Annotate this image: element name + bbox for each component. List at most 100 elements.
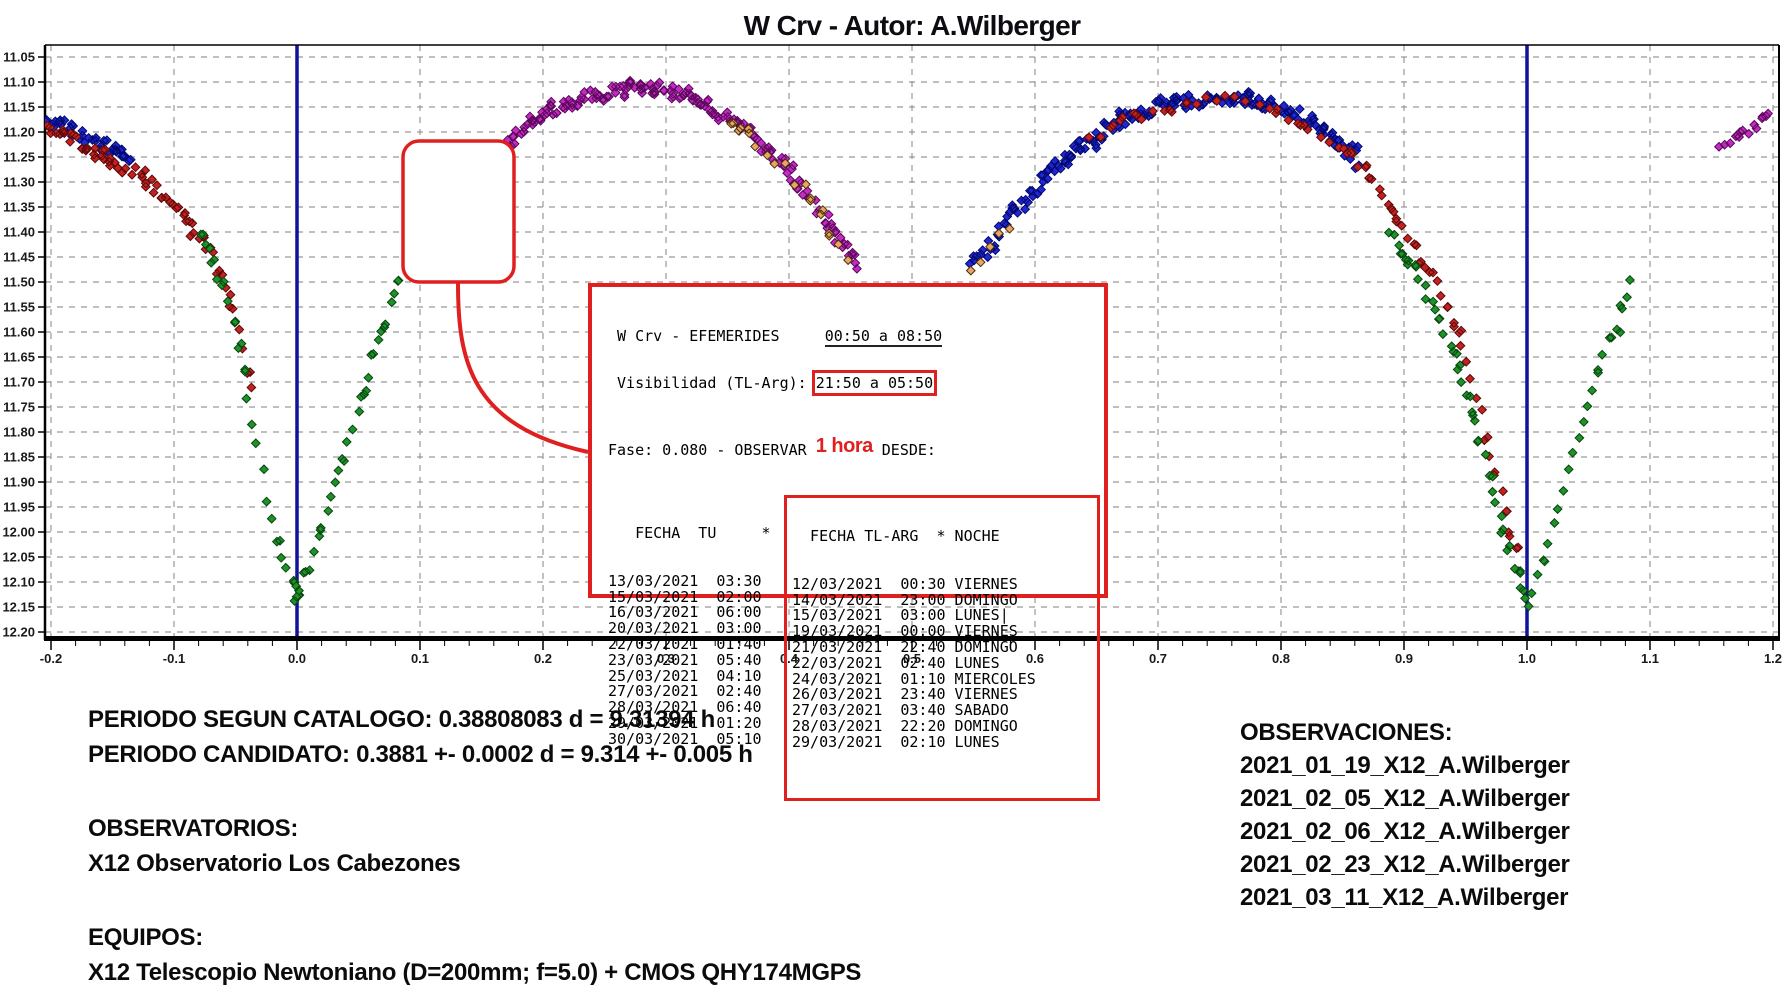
observacion-item: 2021_02_05_X12_A.Wilberger <box>1240 785 1570 812</box>
ephemeris-row-tu: 15/03/2021 02:00 <box>608 587 762 606</box>
svg-text:0.6: 0.6 <box>1026 651 1044 666</box>
ephemeris-row-tu: 20/03/2021 03:00 <box>608 619 762 638</box>
svg-text:11.40: 11.40 <box>3 225 35 240</box>
ephemerides-column-local: FECHA TL-ARG * NOCHE 12/03/2021 00:30 VI… <box>784 494 1100 802</box>
ephemeris-row-local: 24/03/2021 01:10 MIERCOLES <box>792 669 1036 688</box>
svg-text:11.90: 11.90 <box>3 475 35 490</box>
ephemeris-row-tu: 30/03/2021 05:10 <box>608 729 762 748</box>
svg-text:0.1: 0.1 <box>411 651 429 666</box>
observatorio-item: X12 Observatorio Los Cabezones <box>88 850 461 877</box>
svg-text:12.05: 12.05 <box>2 550 35 565</box>
svg-text:11.55: 11.55 <box>3 300 35 315</box>
ephemeris-row-tu: 13/03/2021 03:30 <box>608 571 762 590</box>
periodo-candidato: PERIODO CANDIDATO: 0.3881 +- 0.0002 d = … <box>88 741 753 768</box>
ephemeris-row-local: 15/03/2021 03:00 LUNES| <box>792 606 1009 625</box>
svg-text:-0.1: -0.1 <box>163 651 185 666</box>
fase-line: Fase: 0.080 - OBSERVAR 1 hora DESDE: <box>608 436 1104 460</box>
ephemerides-table: FECHA TU * 13/03/2021 03:30 15/03/2021 02… <box>608 494 1104 802</box>
svg-text:11.85: 11.85 <box>3 450 35 465</box>
svg-text:12.00: 12.00 <box>2 525 35 540</box>
series-blue-left <box>45 114 136 167</box>
tu-visibility-range: 00:50 a 08:50 <box>824 326 943 347</box>
spacer <box>780 327 825 345</box>
svg-text:1.1: 1.1 <box>1641 651 1659 666</box>
observacion-item: 2021_03_11_X12_A.Wilberger <box>1240 884 1569 911</box>
svg-text:11.75: 11.75 <box>3 400 35 415</box>
ephemeris-row-local: 28/03/2021 22:20 DOMINGO <box>792 716 1018 735</box>
equipo-item: X12 Telescopio Newtoniano (D=200mm; f=5.… <box>88 959 862 986</box>
empty-note-box <box>401 139 516 284</box>
observacion-item: 2021_02_23_X12_A.Wilberger <box>1240 851 1570 878</box>
svg-text:-0.2: -0.2 <box>40 651 62 666</box>
ephemeris-row-tu: 16/03/2021 06:00 <box>608 603 762 622</box>
series-red-max2 <box>1083 90 1358 159</box>
svg-text:12.20: 12.20 <box>2 625 35 640</box>
svg-text:0.2: 0.2 <box>534 651 552 666</box>
svg-text:11.05: 11.05 <box>3 50 35 65</box>
svg-text:0.9: 0.9 <box>1395 651 1413 666</box>
note-connector-line <box>456 282 589 454</box>
local-visibility-range: 21:50 a 05:50 <box>811 369 938 396</box>
ephemeris-row-tu: 25/03/2021 04:10 <box>608 666 762 685</box>
ephemeris-row-tu: 27/03/2021 02:40 <box>608 682 762 701</box>
svg-text:0.0: 0.0 <box>288 651 306 666</box>
ephemeris-row-tu: 29/03/2021 01:20 <box>608 713 762 732</box>
ephemeris-row-tu: 23/03/2021 05:40 <box>608 650 762 669</box>
svg-text:11.20: 11.20 <box>3 125 35 140</box>
observe-duration-highlight: 1 hora <box>815 435 874 458</box>
ephemeris-row-local: 26/03/2021 23:40 VIERNES <box>792 685 1018 704</box>
series-green-rise2 <box>1520 274 1635 604</box>
axis-ticks-and-labels: -0.2 -0.1 0.0 0.1 0.2 0.3 0.4 0.5 0.6 0.7 0.8 0.9 1.… <box>2 50 1782 667</box>
svg-text:1.0: 1.0 <box>1518 651 1536 666</box>
series-magenta-end <box>1713 108 1774 152</box>
chart-title: W Crv - Autor: A.Wilberger <box>743 10 1081 41</box>
svg-text:12.10: 12.10 <box>2 575 35 590</box>
series-orange-desc1 <box>726 118 854 266</box>
observaciones-block: OBSERVACIONES: 2021_01_19_X12_A.Wilberge… <box>1240 716 1570 914</box>
svg-text:11.25: 11.25 <box>3 150 35 165</box>
ephemerides-title: W Crv - EFEMERIDES <box>608 326 780 345</box>
svg-text:11.15: 11.15 <box>3 100 35 115</box>
observacion-item: 2021_02_06_X12_A.Wilberger <box>1240 818 1570 845</box>
equipos-label: EQUIPOS: <box>88 924 203 951</box>
header-fecha-local: FECHA TL-ARG * NOCHE <box>792 527 1000 546</box>
svg-text:11.30: 11.30 <box>3 175 35 190</box>
series-green-desc2 <box>1383 227 1534 612</box>
observatorios-label: OBSERVATORIOS: <box>88 815 299 842</box>
svg-text:11.35: 11.35 <box>3 200 35 215</box>
observacion-item: 2021_01_19_X12_A.Wilberger <box>1240 752 1570 779</box>
ephemerides-title-line: W Crv - EFEMERIDES 00:50 a 08:50 <box>608 326 1104 347</box>
svg-text:12.15: 12.15 <box>2 600 35 615</box>
period-info-block: PERIODO SEGUN CATALOGO: 0.38808083 d = 9… <box>88 702 861 990</box>
ephemeris-row-local: 12/03/2021 00:30 VIERNES <box>792 574 1018 593</box>
visibility-line: Visibilidad (TL-Arg): 21:50 a 05:50 <box>608 369 1104 396</box>
ephemeris-row-local: 14/03/2021 23:00 DOMINGO <box>792 590 1018 609</box>
svg-text:0.7: 0.7 <box>1149 651 1167 666</box>
series-green-rise1 <box>289 275 404 606</box>
ephemeris-row-local: 29/03/2021 02:10 LUNES <box>792 732 1000 751</box>
observaciones-label: OBSERVACIONES: <box>1240 719 1453 746</box>
ephemeris-row-tu: 22/03/2021 01:40 <box>608 634 762 653</box>
svg-text:11.70: 11.70 <box>3 375 35 390</box>
svg-text:0.3: 0.3 <box>657 651 675 666</box>
svg-text:11.60: 11.60 <box>3 325 35 340</box>
svg-text:11.80: 11.80 <box>3 425 35 440</box>
svg-text:11.45: 11.45 <box>3 250 35 265</box>
fase-prefix: Fase: 0.080 - OBSERVAR <box>608 441 816 460</box>
header-fecha-tu: FECHA TU * <box>608 524 771 543</box>
series-green-left <box>195 229 305 601</box>
svg-text:0.8: 0.8 <box>1272 651 1290 666</box>
svg-text:11.50: 11.50 <box>3 275 35 290</box>
svg-text:1.2: 1.2 <box>1764 651 1782 666</box>
series-red-desc2 <box>1338 143 1524 577</box>
ephemerides-column-tu: FECHA TU * 13/03/2021 03:30 15/03/2021 02… <box>608 495 784 801</box>
visibility-label: Visibilidad (TL-Arg): <box>608 373 816 392</box>
svg-text:0.5: 0.5 <box>903 651 921 666</box>
plot-frame <box>43 44 1780 641</box>
ephemeris-row-tu: 28/03/2021 06:40 <box>608 698 762 717</box>
svg-text:11.95: 11.95 <box>3 500 35 515</box>
periodo-catalogo: PERIODO SEGUN CATALOGO: 0.38808083 d = 9… <box>88 706 715 733</box>
ephemerides-panel[interactable]: W Crv - EFEMERIDES 00:50 a 08:50 Visibil… <box>588 283 1108 802</box>
svg-text:11.10: 11.10 <box>3 75 35 90</box>
